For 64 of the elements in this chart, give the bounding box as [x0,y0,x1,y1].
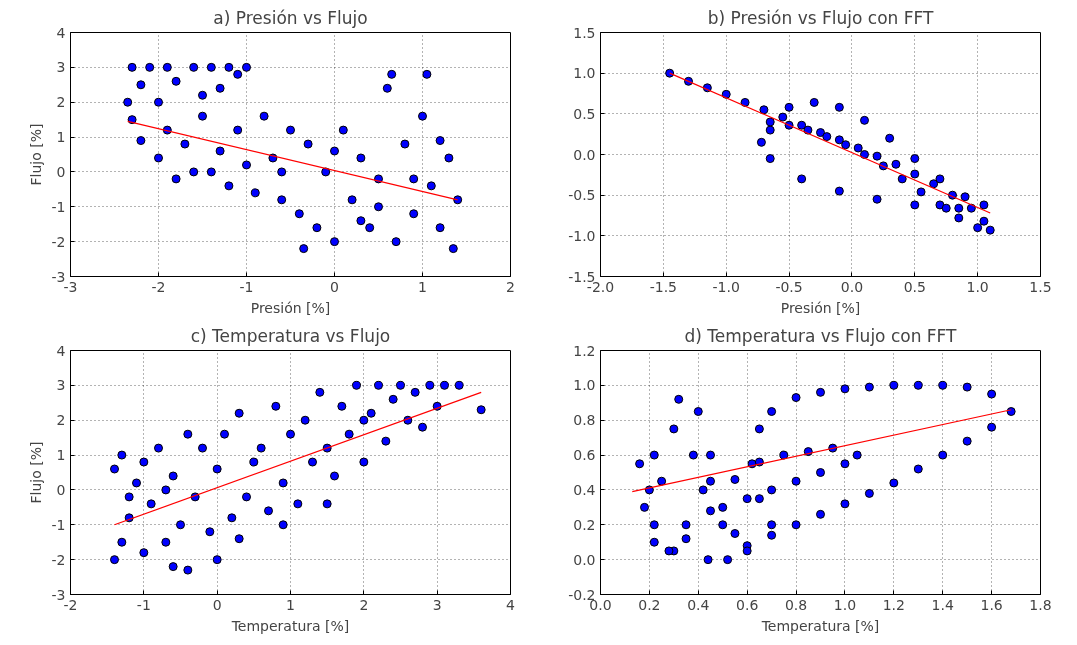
x-tick-label: 0.8 [784,596,808,613]
x-axis-title: Temperatura [%] [230,617,350,634]
x-tick-label: 4 [506,596,516,613]
x-tick-label: 0 [330,278,339,295]
x-tick-label: 1 [418,278,427,295]
x-axis-title: Presión [%] [250,299,331,316]
x-tick-label: -1.0 [712,278,740,295]
x-tick-label: 1.0 [833,596,857,613]
y-tick-label: 0 [56,481,66,498]
y-tick-label: 2 [56,94,66,111]
y-tick-label: -1.0 [568,227,596,244]
x-tick-label: 1.8 [1029,596,1052,613]
chart-title: a) Presión vs Flujo [213,7,368,28]
x-tick-label: 1.6 [980,596,1003,613]
y-tick-label: -1 [51,198,66,215]
y-tick-label: 0.5 [573,105,596,122]
x-tick-label: 0.4 [687,596,710,613]
x-tick-label: 1 [286,596,295,613]
x-tick-label: 1.5 [1029,278,1052,295]
y-tick-label: 2 [56,412,66,429]
x-tick-label: 0.0 [840,278,864,295]
y-tick-label: 0.6 [573,447,596,464]
x-tick-label: 2 [359,596,369,613]
y-tick-label: 1.0 [573,377,596,394]
y-axis-title: Flujo [%] [27,441,44,504]
x-axis-title: Temperatura [%] [760,617,880,634]
chart-title: b) Presión vs Flujo con FFT [707,7,934,28]
x-tick-label: 0.2 [638,596,661,613]
y-tick-label: 3 [56,377,66,394]
y-tick-label: 0.0 [573,551,596,568]
x-tick-label: 2 [506,278,515,295]
x-tick-label: 1.0 [966,278,989,295]
y-tick-label: 0.4 [573,481,596,498]
x-tick-label: 0.5 [903,278,926,295]
x-tick-label: 0.6 [736,596,759,613]
x-tick-label: -1.5 [649,278,678,295]
y-tick-label: 4 [56,342,66,359]
y-tick-label: 0 [56,163,66,180]
y-tick-label: 0.2 [573,516,596,533]
y-tick-label: 1.5 [573,24,596,41]
chart-title: d) Temperatura vs Flujo con FFT [684,325,958,346]
y-tick-label: 3 [56,59,66,76]
y-tick-label: 1.0 [573,65,596,82]
y-tick-label: 0.0 [573,146,596,163]
x-tick-label: 3 [432,596,442,613]
y-axis-title: Flujo [%] [27,123,44,186]
y-tick-label: 1 [56,447,66,464]
x-tick-label: -2 [151,278,166,295]
y-tick-label: 4 [56,24,66,41]
y-tick-label: 1.2 [573,342,596,359]
x-tick-label: 1.4 [931,596,954,613]
chart-title: c) Temperatura vs Flujo [190,325,391,346]
y-tick-label: 1 [56,129,66,146]
x-tick-label: -1 [136,596,151,613]
y-tick-label: -1 [51,516,66,533]
x-tick-label: -0.5 [775,278,803,295]
y-tick-label: -0.5 [568,187,596,204]
y-tick-label: 0.8 [573,412,596,429]
x-tick-label: 1.2 [882,596,905,613]
y-tick-label: -2 [51,551,66,568]
y-tick-label: -2 [51,233,66,250]
x-tick-label: -1 [239,278,254,295]
x-axis-title: Presión [%] [780,299,861,316]
x-tick-label: 0 [212,596,222,613]
